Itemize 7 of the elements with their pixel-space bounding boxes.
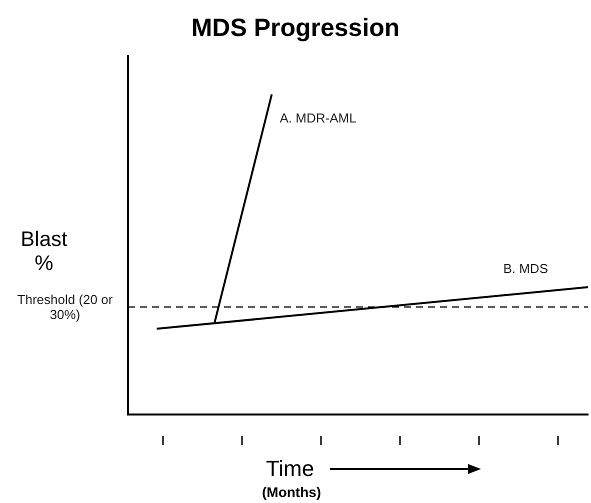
- series-label: B. MDS: [503, 261, 548, 276]
- chart-title: MDS Progression: [190, 14, 401, 43]
- y-axis-title: Blast %: [20, 228, 68, 276]
- ref-line-label: Threshold (20 or 30%): [16, 292, 114, 322]
- x-axis-title: Time: [266, 456, 314, 482]
- series-label: A. MDR-AML: [280, 110, 356, 126]
- text: (Months): [262, 484, 322, 500]
